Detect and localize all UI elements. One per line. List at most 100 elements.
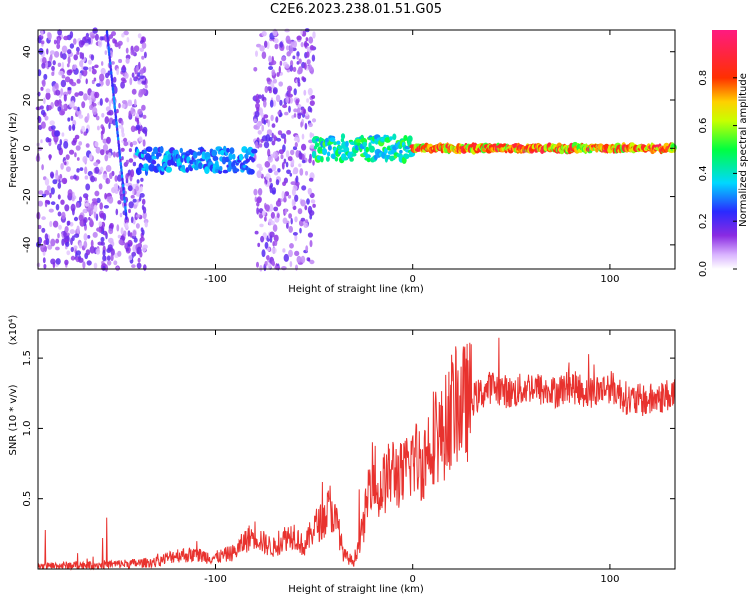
chart-title: C2E6.2023.238.01.51.G05 xyxy=(270,2,442,17)
spectrogram-noise-cell xyxy=(93,210,97,219)
spectrogram-noise-cell xyxy=(42,257,46,264)
spectrogram-noise-cell xyxy=(38,37,42,44)
spectrogram-noise-cell xyxy=(64,204,70,212)
spectrogram-noise-cell xyxy=(79,72,82,80)
spectrogram-noise-cell xyxy=(308,177,314,182)
spectrogram-noise-cell xyxy=(94,141,99,147)
spectrogram-noise-cell xyxy=(91,68,97,75)
spectrogram-noise-cell xyxy=(94,64,99,69)
spectrogram-ridge-cell xyxy=(366,157,371,163)
spectrogram-noise-cell xyxy=(51,71,55,76)
spectrogram-noise-cell xyxy=(255,50,258,57)
spectrogram-noise-cell xyxy=(57,37,61,46)
spectrogram-noise-cell xyxy=(277,198,281,203)
spectrogram-noise-cell xyxy=(82,261,86,269)
spectrogram-noise-cell xyxy=(295,99,299,106)
spectrogram-noise-cell xyxy=(291,115,295,119)
spectrogram-noise-cell xyxy=(130,125,136,133)
spectrogram-noise-cell xyxy=(73,174,77,180)
spectrogram-ridge-cell xyxy=(219,165,223,172)
spectrogram-noise-cell xyxy=(259,45,265,52)
spectrogram-noise-cell xyxy=(69,101,73,108)
spectrogram-ridge-cell xyxy=(345,140,349,148)
spectrogram-noise-cell xyxy=(139,193,145,198)
spectrogram-ridge-cell xyxy=(179,147,183,154)
spectrogram-noise-cell xyxy=(99,202,103,210)
spectrogram-noise-cell xyxy=(93,204,98,213)
spectrogram-noise-cell xyxy=(73,245,78,250)
spectrogram-noise-cell xyxy=(102,265,106,271)
spectrogram-ridge-cell xyxy=(147,146,152,152)
spectrogram-noise-cell xyxy=(254,230,259,235)
spectrogram-noise-cell xyxy=(120,147,125,152)
spectrogram-noise-cell xyxy=(267,155,273,163)
spectrogram-noise-cell xyxy=(300,199,306,207)
spectrogram-noise-cell xyxy=(79,51,83,59)
spectrogram-x-ticks: -100 0 100 xyxy=(204,30,619,285)
spectrogram-noise-cell xyxy=(275,94,281,103)
spectrogram-noise-cell xyxy=(82,156,88,163)
spectrogram-noise-cell xyxy=(95,248,101,255)
spectrogram-noise-cell xyxy=(139,237,143,244)
spectrogram-noise-cell xyxy=(116,224,120,232)
spectrogram-ridge-cell xyxy=(320,156,324,163)
spectrogram-noise-cell xyxy=(305,245,309,253)
spectrogram-noise-cell xyxy=(123,30,129,36)
x-tick-label: 100 xyxy=(600,574,619,585)
spectrogram-ridge-cell xyxy=(233,168,240,173)
spectrogram-noise-cell xyxy=(303,89,307,96)
spectrogram-noise-cell xyxy=(130,49,135,56)
spectrogram-noise-cell xyxy=(308,158,312,164)
spectrogram-noise-cell xyxy=(44,178,50,186)
spectrogram-noise-cell xyxy=(141,42,147,49)
spectrogram-noise-cell xyxy=(97,39,103,48)
spectrogram-border xyxy=(37,29,676,270)
spectrogram-noise-cell xyxy=(132,187,135,196)
spectrogram-noise-cell xyxy=(270,60,277,66)
spectrogram-noise-cell xyxy=(75,145,81,151)
spectrogram-noise-cell xyxy=(135,124,141,130)
spectrogram-noise-cell xyxy=(63,35,69,41)
spectrogram-noise-cell xyxy=(116,68,119,76)
spectrogram-noise-cell xyxy=(124,72,129,79)
spectrogram-ridge-cell xyxy=(228,160,232,168)
spectrogram-noise-cell xyxy=(74,92,79,97)
spectrogram-noise-cell xyxy=(300,217,306,222)
spectrogram-ridge-cell xyxy=(151,155,158,160)
spectrogram-noise-cell xyxy=(61,177,68,185)
spectrogram-noise-cell xyxy=(134,98,137,107)
spectrogram-noise-cell xyxy=(84,202,89,207)
spectrogram-noise-cell xyxy=(101,113,105,118)
spectrogram-noise-cell xyxy=(94,166,100,174)
spectrogram-noise-cell xyxy=(92,107,98,115)
spectrogram-ridge-cell xyxy=(204,166,210,175)
spectrogram-noise-cell xyxy=(118,58,123,64)
spectrogram-noise-cell xyxy=(70,203,76,212)
spectrogram-noise-cell xyxy=(309,44,314,51)
spectrogram-noise-cell xyxy=(48,140,52,147)
spectrogram-noise-cell xyxy=(271,247,277,254)
spectrogram-noise-cell xyxy=(264,161,271,168)
spectrogram-noise-cell xyxy=(311,95,316,99)
spectrogram-noise-cell xyxy=(289,261,293,268)
spectrogram-noise-cell xyxy=(47,138,52,143)
spectrogram-noise-cell xyxy=(112,151,116,158)
spectrogram-noise-cell xyxy=(285,161,289,168)
spectrogram-noise-cell xyxy=(141,104,146,111)
spectrogram-noise-cell xyxy=(70,82,77,87)
spectrogram-noise-cell xyxy=(117,200,122,205)
spectrogram-noise-cell xyxy=(259,108,263,116)
spectrogram-noise-cell xyxy=(130,169,135,178)
spectrogram-noise-cell xyxy=(293,137,300,142)
spectrogram-noise-cell xyxy=(99,98,103,106)
spectrogram-noise-cell xyxy=(296,255,302,264)
spectrogram-noise-cell xyxy=(283,137,287,145)
spectrogram-ridge-cell xyxy=(229,147,235,155)
spectrogram-noise-cell xyxy=(72,191,75,199)
spectrogram-noise-cell xyxy=(289,243,294,249)
spectrogram-noise-cell xyxy=(73,54,78,61)
spectrogram-noise-cell xyxy=(121,33,125,38)
spectrogram-noise-cell xyxy=(71,197,75,202)
spectrogram-ridge-cell xyxy=(311,150,317,159)
spectrogram-noise-cell xyxy=(85,78,88,85)
